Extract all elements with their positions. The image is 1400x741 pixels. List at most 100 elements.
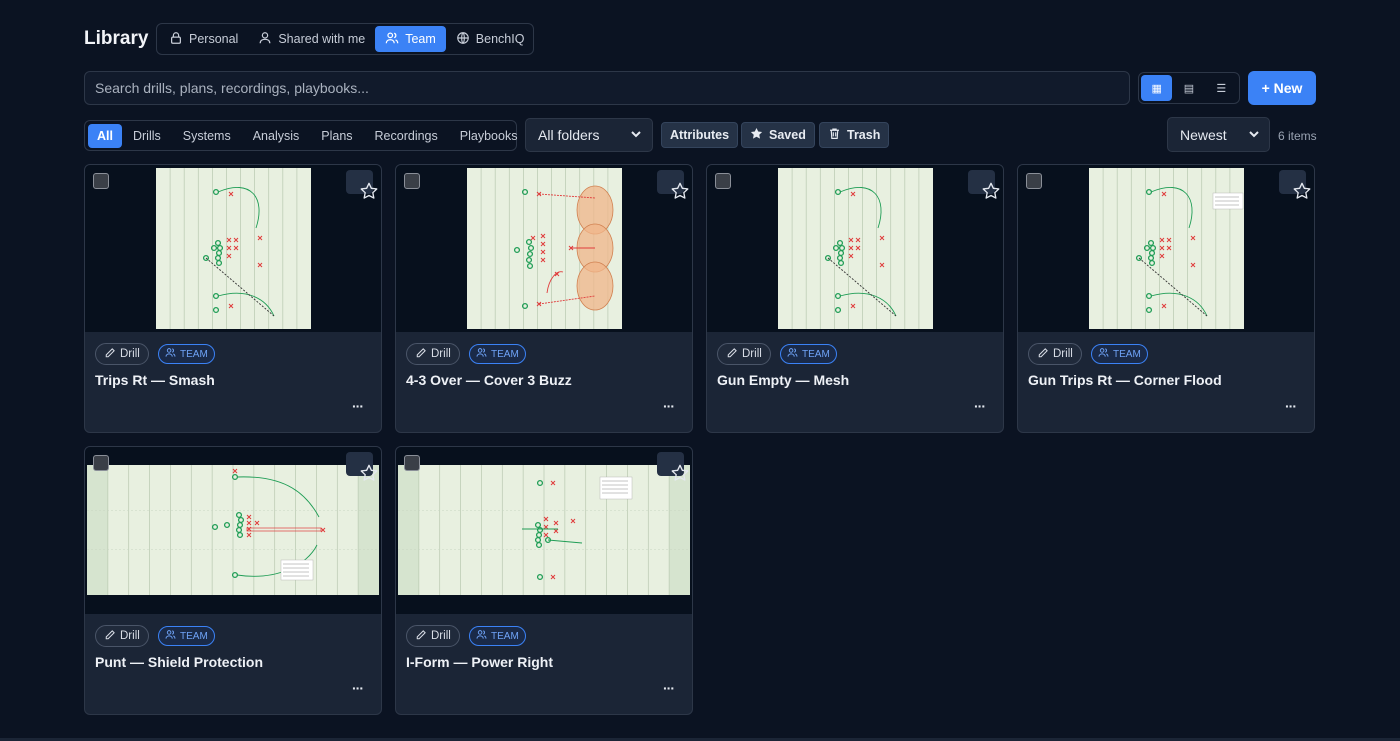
pencil-icon <box>415 347 427 362</box>
play-diagram-thumbnail[interactable] <box>396 447 692 614</box>
play-diagram-thumbnail[interactable] <box>85 447 381 614</box>
card-body: Drill TEAM Punt — Shield Protection ··· <box>85 614 381 714</box>
favorite-button[interactable] <box>1279 170 1310 199</box>
trash-button[interactable]: Trash <box>819 122 890 148</box>
play-diagram-thumbnail[interactable] <box>707 165 1003 332</box>
type-tab-recordings[interactable]: Recordings <box>374 128 438 143</box>
more-options-button[interactable]: ··· <box>1285 398 1297 414</box>
users-icon <box>1098 347 1109 361</box>
library-card[interactable]: Drill TEAM Gun Empty — Mesh ··· <box>706 164 1004 433</box>
folder-select[interactable]: All folders <box>525 118 653 152</box>
scope-tag: TEAM <box>158 344 215 364</box>
field-diagram <box>778 168 933 329</box>
type-tag-label: Drill <box>120 630 140 642</box>
select-checkbox[interactable] <box>93 173 109 189</box>
favorite-button[interactable] <box>346 170 377 199</box>
card-title[interactable]: I-Form — Power Right <box>406 654 553 670</box>
select-checkbox[interactable] <box>93 455 109 471</box>
scope-tag-label: TEAM <box>180 348 208 360</box>
more-options-button[interactable]: ··· <box>352 680 364 696</box>
more-options-button[interactable]: ··· <box>663 398 675 414</box>
tab-personal-label: Personal <box>189 32 239 46</box>
item-count: 6 items <box>1278 129 1317 143</box>
type-tab-all[interactable]: All <box>88 123 122 148</box>
card-body: Drill TEAM Gun Empty — Mesh ··· <box>707 332 1003 432</box>
new-button[interactable]: + New <box>1248 71 1316 105</box>
play-diagram-thumbnail[interactable] <box>85 165 381 332</box>
tab-benchiq[interactable]: BenchIQ <box>446 26 535 52</box>
scope-tag-label: TEAM <box>180 630 208 642</box>
type-tag-label: Drill <box>120 348 140 360</box>
card-title[interactable]: 4-3 Over — Cover 3 Buzz <box>406 372 572 388</box>
type-tag: Drill <box>95 343 149 365</box>
select-checkbox[interactable] <box>1026 173 1042 189</box>
favorite-button[interactable] <box>346 452 377 481</box>
card-title[interactable]: Gun Trips Rt — Corner Flood <box>1028 372 1222 388</box>
scope-tag: TEAM <box>158 626 215 646</box>
chevron-down-icon <box>630 127 642 143</box>
favorite-button[interactable] <box>657 170 688 199</box>
sort-select[interactable]: Newest <box>1167 117 1270 152</box>
select-checkbox[interactable] <box>404 173 420 189</box>
favorite-button[interactable] <box>968 170 999 199</box>
trash-label: Trash <box>847 128 881 142</box>
pencil-icon <box>1037 347 1049 362</box>
grid-view-button[interactable]: ▦ <box>1141 75 1173 101</box>
compact-list-icon: ▤ <box>1183 82 1195 95</box>
tab-benchiq-label: BenchIQ <box>475 32 525 46</box>
type-tab-analysis[interactable]: Analysis <box>252 128 300 143</box>
list-view-button[interactable]: ☰ <box>1206 75 1237 101</box>
play-diagram-thumbnail[interactable] <box>1018 165 1314 332</box>
more-options-button[interactable]: ··· <box>974 398 986 414</box>
saved-filter-button[interactable]: Saved <box>741 122 815 148</box>
type-tag-label: Drill <box>431 630 451 642</box>
library-card[interactable]: Drill TEAM Punt — Shield Protection ··· <box>84 446 382 715</box>
type-tag: Drill <box>95 625 149 647</box>
field-diagram <box>398 465 690 595</box>
trash-icon <box>828 127 841 143</box>
library-card[interactable]: Drill TEAM I-Form — Power Right ··· <box>395 446 693 715</box>
attributes-button[interactable]: Attributes <box>661 122 739 148</box>
card-title[interactable]: Trips Rt — Smash <box>95 372 215 388</box>
select-checkbox[interactable] <box>715 173 731 189</box>
tab-team[interactable]: Team <box>375 26 446 52</box>
type-tab-systems[interactable]: Systems <box>182 128 231 143</box>
more-options-button[interactable]: ··· <box>663 680 675 696</box>
grid-icon: ▦ <box>1151 82 1162 95</box>
field-diagram <box>156 168 311 329</box>
field-diagram <box>87 465 379 595</box>
library-card[interactable]: Drill TEAM Gun Trips Rt — Corner Flood ··· <box>1017 164 1315 433</box>
more-options-button[interactable]: ··· <box>352 398 364 414</box>
search-input[interactable] <box>84 71 1130 105</box>
card-body: Drill TEAM I-Form — Power Right ··· <box>396 614 692 714</box>
type-tab-playbooks[interactable]: Playbooks <box>459 128 518 143</box>
saved-label: Saved <box>769 128 806 142</box>
compact-view-button[interactable]: ▤ <box>1173 75 1204 101</box>
library-card[interactable]: Drill TEAM Trips Rt — Smash ··· <box>84 164 382 433</box>
users-icon <box>476 347 487 361</box>
type-tag: Drill <box>406 343 460 365</box>
type-tag-label: Drill <box>431 348 451 360</box>
view-mode-toggle: ▦ ▤ ☰ <box>1138 72 1240 104</box>
card-title[interactable]: Punt — Shield Protection <box>95 654 264 670</box>
scope-tag-label: TEAM <box>491 630 519 642</box>
favorite-button[interactable] <box>657 452 688 481</box>
type-tab-plans[interactable]: Plans <box>321 128 353 143</box>
users-icon <box>787 347 798 361</box>
users-icon <box>385 31 399 48</box>
tab-shared-with-me[interactable]: Shared with me <box>248 26 375 52</box>
tab-shared-label: Shared with me <box>278 32 366 46</box>
users-icon <box>165 347 176 361</box>
star-filled-icon <box>750 127 763 143</box>
tab-personal[interactable]: Personal <box>159 26 248 52</box>
select-checkbox[interactable] <box>404 455 420 471</box>
pencil-icon <box>104 347 116 362</box>
library-card[interactable]: Drill TEAM 4-3 Over — Cover 3 Buzz ··· <box>395 164 693 433</box>
field-diagram <box>1089 168 1244 329</box>
scope-tag-label: TEAM <box>802 348 830 360</box>
scope-tag-label: TEAM <box>1113 348 1141 360</box>
users-icon <box>165 629 176 643</box>
card-title[interactable]: Gun Empty — Mesh <box>717 372 850 388</box>
type-tab-drills[interactable]: Drills <box>132 128 161 143</box>
play-diagram-thumbnail[interactable] <box>396 165 692 332</box>
